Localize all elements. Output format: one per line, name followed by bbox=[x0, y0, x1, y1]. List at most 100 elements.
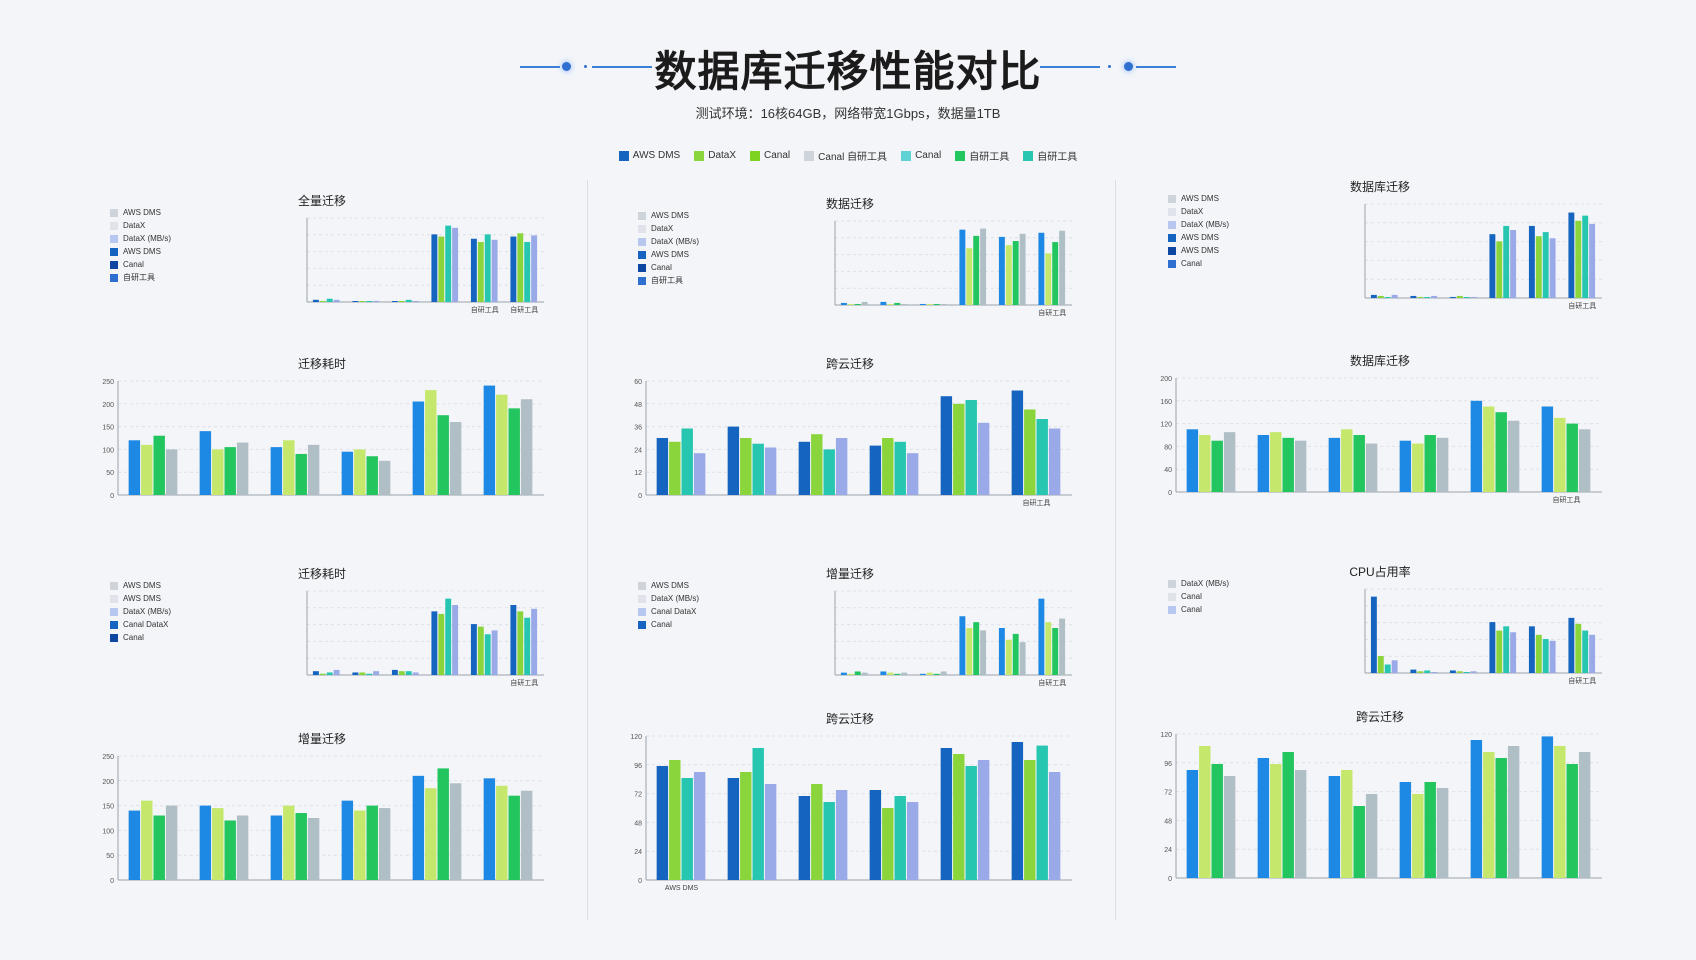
y-tick-label: 0 bbox=[638, 878, 642, 885]
mini-legend-swatch bbox=[110, 581, 118, 590]
chart-bar bbox=[1270, 764, 1282, 878]
mini-legend-swatch bbox=[110, 221, 118, 230]
chart-bar bbox=[1024, 409, 1036, 495]
chart-bar bbox=[1012, 241, 1019, 305]
mini-legend-label: 自研工具 bbox=[651, 276, 683, 285]
chart-bar bbox=[438, 613, 445, 675]
mini-legend-label: DataX (MB/s) bbox=[1181, 220, 1230, 229]
chart-bar bbox=[1328, 437, 1341, 492]
chart-bar bbox=[452, 227, 459, 302]
chart-bar bbox=[1510, 632, 1517, 673]
chart-bar bbox=[1282, 752, 1294, 878]
y-tick-label: 0 bbox=[1168, 876, 1172, 883]
chart-bar bbox=[1019, 233, 1026, 305]
chart-bar bbox=[333, 669, 340, 675]
chart-bar bbox=[1410, 669, 1417, 673]
chart-bar bbox=[524, 617, 531, 675]
mini-legend-label: AWS DMS bbox=[651, 250, 689, 259]
panel-mini-legend: DataX (MB/s) Canal Canal bbox=[1168, 577, 1229, 616]
chart-bar bbox=[496, 394, 508, 495]
legend-label: Canal bbox=[915, 150, 942, 161]
mini-legend-label: DataX (MB/s) bbox=[123, 234, 172, 243]
mini-legend-item: DataX bbox=[1168, 205, 1229, 218]
chart-bar bbox=[1391, 660, 1398, 673]
mini-legend-swatch bbox=[1168, 194, 1176, 203]
chart-bar bbox=[740, 772, 752, 880]
chart-bar bbox=[1535, 634, 1542, 673]
chart-bar bbox=[1417, 296, 1424, 298]
legend-swatch bbox=[694, 150, 705, 161]
chart-bar bbox=[153, 815, 165, 880]
page-title: 数据库迁移性能对比 bbox=[654, 48, 1042, 95]
chart-bar bbox=[1011, 390, 1024, 495]
chart-bar bbox=[425, 788, 437, 880]
mini-legend-label: AWS DMS bbox=[123, 581, 161, 590]
chart-bar bbox=[483, 385, 496, 495]
chart-bar bbox=[141, 444, 153, 495]
mini-legend-label: AWS DMS bbox=[651, 581, 689, 590]
chart-bar bbox=[398, 671, 405, 675]
chart-bar bbox=[341, 451, 354, 495]
bar-chart: 0 50 100 150 200 250 bbox=[102, 379, 544, 500]
chart-bar bbox=[431, 234, 438, 302]
header: 数据库迁移性能对比 测试环境：16核64GB，网络带宽1Gbps，数据量1TB bbox=[0, 0, 1696, 170]
chart-bar bbox=[880, 301, 887, 305]
mini-legend-swatch bbox=[110, 247, 118, 256]
chart-bar bbox=[283, 440, 295, 495]
legend-item: AWS DMS bbox=[618, 148, 680, 163]
mini-legend-label: AWS DMS bbox=[123, 247, 161, 256]
mini-legend-label: 自研工具 bbox=[123, 273, 155, 282]
chart-bar bbox=[1568, 617, 1575, 673]
y-tick-label: 200 bbox=[1160, 376, 1172, 383]
chart-bar bbox=[1489, 234, 1496, 298]
chart-bar bbox=[1535, 236, 1542, 298]
chart-bar bbox=[1353, 435, 1365, 492]
chart-bar bbox=[1417, 671, 1424, 673]
chart-bar bbox=[1052, 628, 1059, 675]
bar-chart: 自研工具 bbox=[306, 590, 544, 687]
panel-mini-legend: AWS DMS DataX DataX (MB/s) AWS DMS Canal 自研工具 bbox=[638, 209, 699, 287]
chart-bar bbox=[366, 301, 373, 302]
chart-bar bbox=[452, 605, 459, 675]
legend-swatch bbox=[955, 150, 966, 161]
chart-bar bbox=[1341, 770, 1353, 878]
chart-bar bbox=[398, 300, 405, 302]
chart-bar bbox=[1270, 432, 1282, 492]
chart-bar bbox=[980, 630, 987, 675]
mini-legend-label: DataX (MB/s) bbox=[1181, 579, 1230, 588]
chart-bar bbox=[1541, 406, 1554, 492]
chart-panel: 迁移耗时 0 50 100 150 200 250 bbox=[92, 355, 552, 515]
mini-legend-item: Canal DataX bbox=[110, 618, 171, 631]
mini-legend-item: Canal bbox=[110, 631, 171, 644]
legend-swatch bbox=[618, 150, 629, 161]
chart-bar bbox=[656, 766, 669, 880]
mini-legend-swatch bbox=[110, 607, 118, 616]
chart-bar bbox=[840, 302, 847, 305]
mini-legend-label: AWS DMS bbox=[1181, 246, 1219, 255]
bar-chart: 自研工具 bbox=[1364, 203, 1602, 310]
chart-bar bbox=[391, 301, 398, 302]
chart-bar bbox=[1554, 746, 1566, 878]
mini-legend-label: Canal DataX bbox=[123, 620, 169, 629]
y-tick-label: 48 bbox=[634, 402, 642, 409]
chart-bar bbox=[965, 766, 977, 880]
chart-bar bbox=[973, 622, 980, 675]
chart-bar bbox=[352, 672, 359, 675]
mini-legend-label: Canal bbox=[123, 633, 144, 642]
chart-bar bbox=[727, 426, 740, 495]
mini-legend-item: AWS DMS bbox=[638, 248, 699, 261]
chart-bar bbox=[1011, 742, 1024, 880]
chart-bar bbox=[1186, 429, 1199, 492]
chart-bar bbox=[835, 790, 848, 880]
chart-bar bbox=[1424, 670, 1431, 673]
chart-bar bbox=[1470, 740, 1483, 878]
legend-item: 自研工具 bbox=[1023, 148, 1077, 163]
chart-panel: 迁移耗时 AWS DMS AWS DMS DataX (MB/s) Canal Data… bbox=[92, 565, 552, 695]
mini-legend-label: Canal bbox=[123, 260, 144, 269]
x-tick-label: 自研工具 bbox=[1038, 308, 1066, 317]
chart-bar bbox=[1036, 745, 1048, 880]
chart-bar bbox=[438, 236, 445, 302]
y-tick-label: 100 bbox=[102, 828, 114, 835]
chart-bar bbox=[199, 431, 212, 495]
chart-bar bbox=[973, 235, 980, 305]
